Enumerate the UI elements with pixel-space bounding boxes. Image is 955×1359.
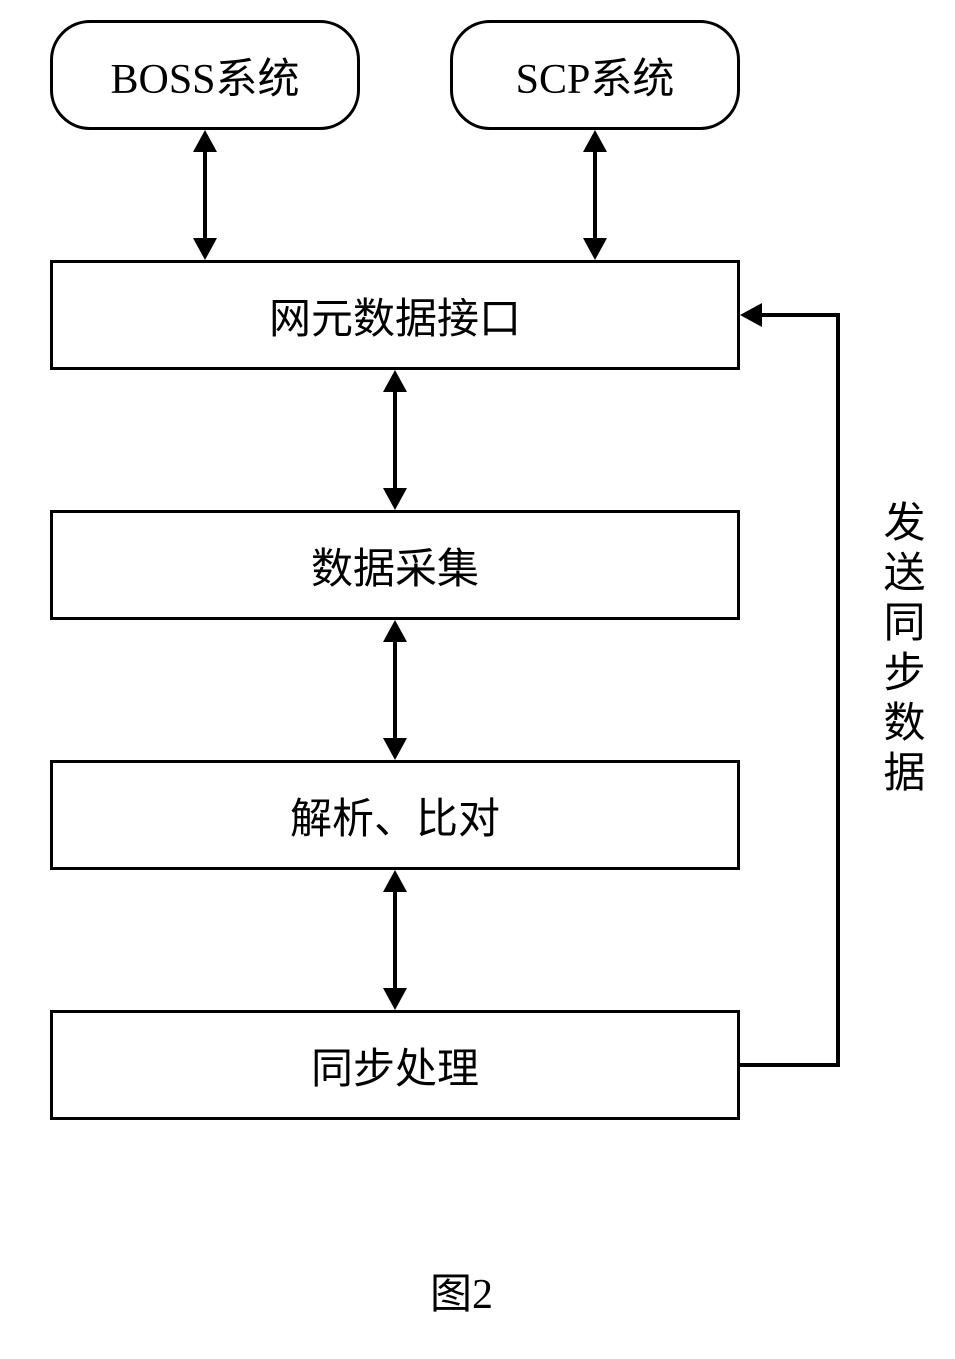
node-collection-label: 数据采集 [311,535,479,596]
feedback-line-vertical [836,313,840,1067]
arrow-parse-sync [393,892,397,988]
node-network-interface: 网元数据接口 [50,260,740,370]
feedback-label: 发送同步数据 [870,500,931,800]
arrow-scp-interface [593,152,597,238]
node-parse-label: 解析、比对 [290,785,500,846]
feedback-line-horizontal-bottom [740,1063,840,1067]
arrow-interface-collection [393,392,397,488]
node-parse-compare: 解析、比对 [50,760,740,870]
node-scp-system: SCP系统 [450,20,740,130]
arrow-head-up-icon [383,620,407,642]
arrow-collection-parse [393,642,397,738]
arrow-head-up-icon [383,370,407,392]
node-scp-label: SCP系统 [516,45,675,106]
arrow-head-up-icon [383,870,407,892]
arrow-boss-interface [203,152,207,238]
arrow-head-down-icon [193,238,217,260]
diagram-caption: 图2 [430,1260,493,1321]
arrow-head-up-icon [193,130,217,152]
node-boss-label: BOSS系统 [110,45,299,106]
arrow-head-up-icon [583,130,607,152]
arrow-head-down-icon [583,238,607,260]
node-boss-system: BOSS系统 [50,20,360,130]
arrow-head-left-icon [740,303,762,327]
flowchart-diagram: BOSS系统 SCP系统 网元数据接口 数据采集 解析、比对 同步处理 [0,0,955,1359]
node-data-collection: 数据采集 [50,510,740,620]
feedback-line-horizontal-top [762,313,840,317]
arrow-head-down-icon [383,738,407,760]
node-interface-label: 网元数据接口 [269,285,521,346]
arrow-head-down-icon [383,488,407,510]
node-sync-label: 同步处理 [311,1035,479,1096]
node-sync-process: 同步处理 [50,1010,740,1120]
arrow-head-down-icon [383,988,407,1010]
